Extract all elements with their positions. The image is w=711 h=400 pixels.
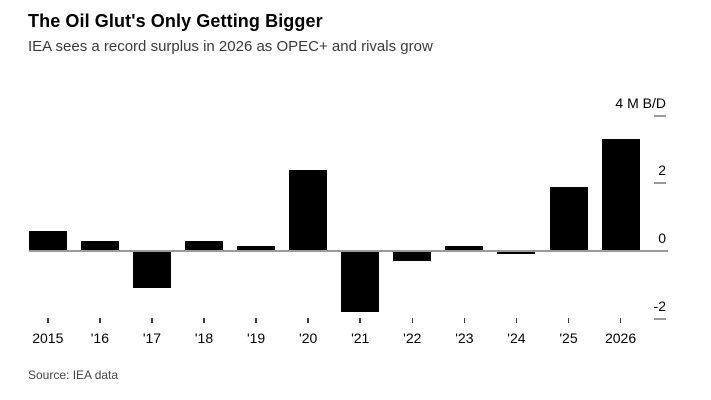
x-axis-tick-17 (151, 318, 153, 323)
x-axis-label-16: '16 (90, 330, 109, 346)
x-axis-label-23: '23 (455, 330, 474, 346)
y-axis-label--2: -2 (653, 297, 666, 314)
x-axis-label-19: '19 (246, 330, 266, 346)
x-axis-tick-20 (307, 318, 309, 323)
x-axis-label-25: '25 (559, 330, 578, 346)
x-axis-tick-16 (99, 318, 101, 323)
y-axis-tick--2 (654, 317, 666, 320)
x-axis-label-20: '20 (299, 330, 318, 346)
chart-subtitle: IEA sees a record surplus in 2026 as OPE… (28, 38, 433, 55)
y-axis-label-4: 4 M B/D (615, 94, 666, 111)
bar-2015 (28, 230, 67, 251)
x-axis-label-18: '18 (194, 330, 214, 346)
x-axis-tick-21 (359, 318, 361, 323)
x-axis-label-22: '22 (403, 330, 422, 346)
bar-20 (289, 169, 328, 251)
x-axis-tick-24 (515, 318, 518, 323)
x-axis-zero-line (29, 250, 668, 252)
source-note: Source: IEA data (28, 368, 119, 382)
y-axis-tick-4 (654, 114, 666, 117)
x-axis-label-2015: 2015 (32, 330, 64, 346)
y-axis-label-0: 0 (658, 230, 666, 246)
bar-22 (393, 251, 432, 262)
x-axis-label-21: '21 (351, 330, 370, 346)
bar-25 (549, 186, 588, 251)
x-axis-tick-2026 (619, 318, 622, 323)
bar-21 (341, 251, 380, 312)
x-axis-tick-25 (567, 318, 570, 323)
chart-title: The Oil Glut's Only Getting Bigger (28, 11, 323, 31)
bar-16 (80, 240, 119, 251)
bar-17 (132, 251, 171, 289)
y-axis-tick-2 (654, 182, 666, 185)
x-axis-tick-19 (255, 318, 257, 323)
bar-18 (185, 240, 223, 251)
x-axis-label-24: '24 (507, 330, 526, 346)
bar-19 (237, 245, 276, 251)
y-axis-label-2: 2 (658, 162, 666, 179)
bar-24 (497, 251, 536, 255)
bar-2026 (601, 139, 640, 251)
x-axis-tick-22 (411, 318, 414, 323)
x-axis-tick-23 (463, 318, 466, 323)
x-axis-label-2026: 2026 (604, 330, 637, 346)
x-axis-tick-18 (203, 318, 205, 323)
x-axis-tick-2015 (47, 318, 49, 323)
x-axis-label-17: '17 (142, 330, 162, 346)
bar-23 (445, 245, 484, 251)
